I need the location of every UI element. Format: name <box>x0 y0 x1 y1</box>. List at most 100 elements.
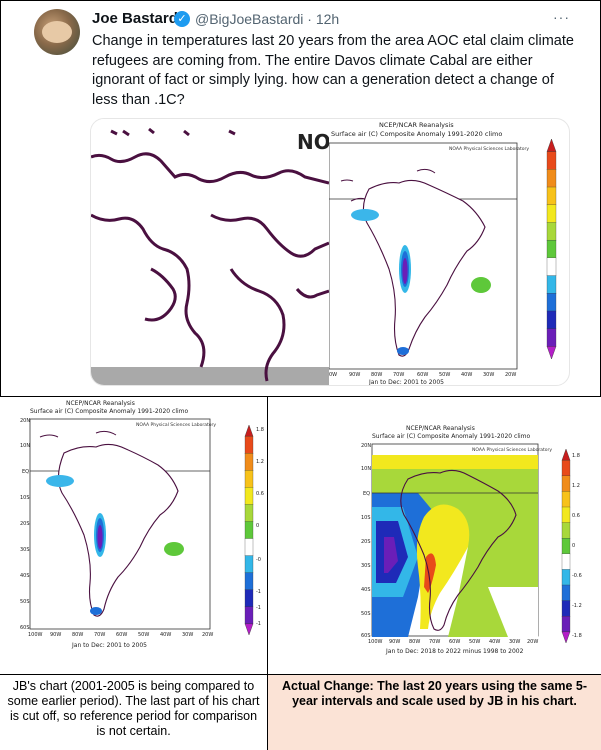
colorbar-segment <box>561 491 571 508</box>
left-chart-xtick: 80W <box>72 632 83 638</box>
right-chart-ytick: 30S <box>361 563 371 569</box>
top-chart-title: Surface air (C) Composite Anomaly 1991-2… <box>331 130 502 138</box>
colorbar-segment <box>244 572 254 591</box>
right-chart-period: Jan to Dec: 2018 to 2022 minus 1998 to 2… <box>385 648 524 655</box>
more-options-icon[interactable]: ··· <box>553 9 570 25</box>
left-scale-label: -1 <box>256 621 261 627</box>
left-chart-yticks: 20N 10N EQ 10S 20S 30S 40S 50S 60S <box>20 418 30 631</box>
colorbar-segment <box>244 589 254 608</box>
top-chart-xtick: 20W <box>505 372 516 378</box>
right-scale-label: 0.6 <box>572 513 580 519</box>
right-chart-xticks: 100W 90W 80W 70W 60W 50W 40W 30W 20W <box>368 639 538 645</box>
colorbar-segment <box>561 538 571 555</box>
right-chart-xtick: 70W <box>429 639 440 645</box>
colorbar-segment <box>546 186 557 206</box>
author-name[interactable]: Joe Bastardi <box>92 10 183 27</box>
right-chart-xtick: 90W <box>389 639 400 645</box>
left-chart-source: NCEP/NCAR Reanalysis <box>66 400 135 407</box>
right-chart-ytick: 20S <box>361 539 371 545</box>
colorbar-segment <box>546 310 557 330</box>
author-handle[interactable]: @BigJoeBastardi <box>195 11 304 27</box>
right-chart-xtick: 100W <box>368 639 383 645</box>
left-chart-xtick: 30W <box>182 632 193 638</box>
tweet-image[interactable]: NO NCEP/NCAR Reanalysis Surface air (C) … <box>90 118 570 386</box>
colorbar-segment <box>244 555 254 574</box>
colorbar-segment <box>561 553 571 570</box>
right-chart-xtick: 40W <box>489 639 500 645</box>
top-chart-xtick: 70W <box>393 372 404 378</box>
left-chart-ytick: 10N <box>20 443 30 449</box>
left-chart-xtick: 20W <box>202 632 213 638</box>
avatar[interactable] <box>34 9 80 55</box>
left-scale-label: 0.6 <box>256 491 264 497</box>
top-chart-lab: NOAA Physical Sciences Laboratory <box>449 146 529 152</box>
colorbar-segment <box>244 606 254 625</box>
author-handle-time[interactable]: @BigJoeBastardi · 12h <box>195 11 339 27</box>
zoomed-map-svg: NO <box>91 127 331 385</box>
right-chart-xtick: 50W <box>469 639 480 645</box>
colorbar-segment <box>244 521 254 539</box>
right-chart-xtick: 80W <box>409 639 420 645</box>
right-scale-label: 1.8 <box>572 453 580 459</box>
left-chart-scale-labels: 1.8 1.2 0.6 0 -0 -1 -1 -1 <box>256 427 264 627</box>
left-chart-period: Jan to Dec: 2001 to 2005 <box>71 642 147 649</box>
tweet-text: Change in temperatures last 20 years fro… <box>92 33 574 108</box>
right-chart-panel: NCEP/NCAR Reanalysis Surface air (C) Com… <box>268 397 601 675</box>
right-scale-label: 1.2 <box>572 483 580 489</box>
right-chart-ytick: EQ <box>363 491 370 497</box>
zoomed-map-crop: NO <box>91 119 331 385</box>
colorbar-segment <box>244 424 254 437</box>
tweet-card[interactable]: Joe Bastardi ✓ @BigJoeBastardi · 12h ···… <box>0 0 601 397</box>
right-scale-label: -1.2 <box>572 603 582 609</box>
colorbar-segment <box>244 623 254 636</box>
left-chart-panel: NCEP/NCAR Reanalysis Surface air (C) Com… <box>0 397 268 675</box>
colorbar-segment <box>561 522 571 539</box>
colorbar-segment <box>546 151 557 170</box>
left-chart-ytick: 50S <box>20 599 30 605</box>
left-caption: JB's chart (2001-2005 is being compared … <box>0 675 268 750</box>
right-chart-yticks: 20N 10N EQ 10S 20S 30S 40S 50S 60S <box>361 443 371 639</box>
right-chart-ytick: 10S <box>361 515 371 521</box>
right-chart-colorbar <box>561 448 571 644</box>
top-chart-xtick: 50W <box>439 372 450 378</box>
right-chart-lab: NOAA Physical Sciences Laboratory <box>472 447 552 453</box>
top-chart-source: NCEP/NCAR Reanalysis <box>379 121 454 129</box>
top-chart-xtick: 40W <box>461 372 472 378</box>
colorbar-segment <box>546 239 557 259</box>
right-chart-xtick: 20W <box>527 639 538 645</box>
right-chart-ytick: 40S <box>361 587 371 593</box>
colorbar-segment <box>561 475 571 492</box>
left-chart-ytick: 20S <box>20 521 30 527</box>
top-chart-xtick: 30W <box>483 372 494 378</box>
right-chart-source: NCEP/NCAR Reanalysis <box>406 425 475 432</box>
colorbar-segment <box>546 275 557 294</box>
tweet-time[interactable]: · 12h <box>307 11 340 27</box>
colorbar-segment <box>561 616 571 633</box>
colorbar-segment <box>561 448 571 461</box>
right-scale-label: -1.8 <box>572 633 582 639</box>
right-chart-ytick: 60S <box>361 633 371 639</box>
left-chart-xtick: 90W <box>50 632 61 638</box>
left-chart-ytick: 60S <box>20 625 30 631</box>
left-chart-xtick: 60W <box>116 632 127 638</box>
colorbar-segment <box>244 470 254 488</box>
colorbar-segment <box>546 346 557 360</box>
colorbar-segment <box>546 169 557 188</box>
left-chart-ytick: 10S <box>20 495 30 501</box>
colorbar-segment <box>561 631 571 644</box>
colorbar-segment <box>546 293 557 312</box>
colorbar-segment <box>561 506 571 524</box>
right-chart-ytick: 20N <box>361 443 371 449</box>
colorbar-segment <box>561 460 571 477</box>
top-chart-xtick: 80W <box>371 372 382 378</box>
colorbar-segment <box>244 504 254 522</box>
top-chart-xtick: 60W <box>417 372 428 378</box>
right-caption: Actual Change: The last 20 years using t… <box>268 675 601 750</box>
colorbar-segment <box>244 538 254 557</box>
left-chart-title: Surface air (C) Composite Anomaly 1991-2… <box>30 408 189 415</box>
colorbar-segment <box>244 453 254 471</box>
colorbar-segment <box>561 569 571 586</box>
left-chart-ytick: EQ <box>22 469 29 475</box>
right-chart-ytick: 10N <box>361 466 371 472</box>
left-scale-label: -1 <box>256 605 261 611</box>
